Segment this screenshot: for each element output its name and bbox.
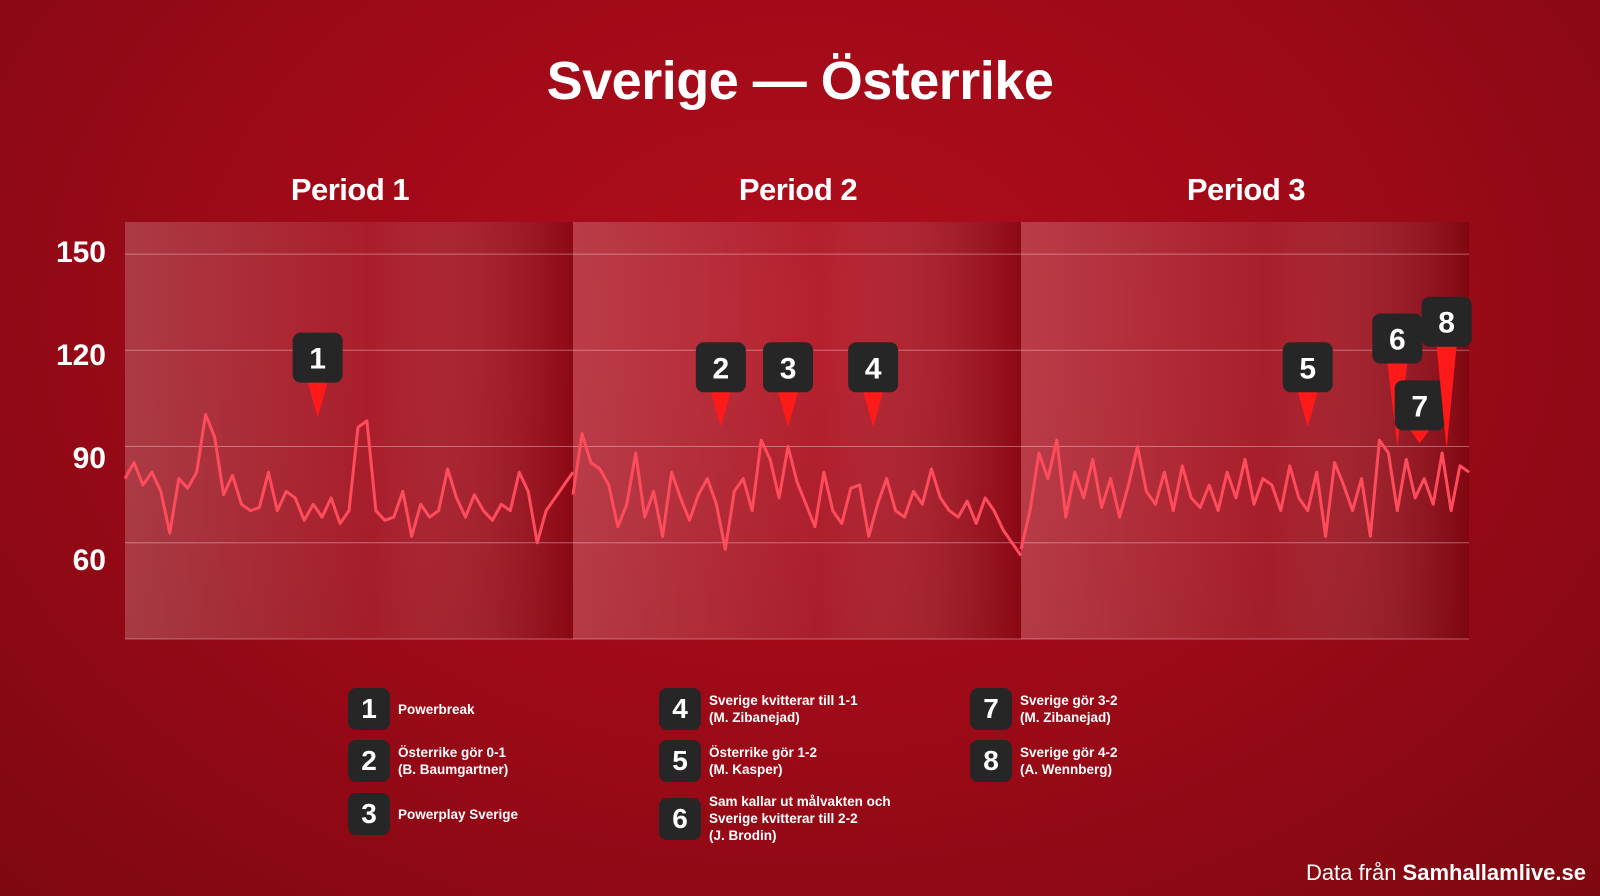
y-tick-label: 60 xyxy=(72,544,106,577)
legend: 1 Powerbreak 2 Österrike gör 0-1 (B. Bau… xyxy=(0,688,1600,858)
source-prefix: Data från xyxy=(1305,860,1403,885)
event-marker-1: 1 xyxy=(292,332,343,418)
marker-pointer xyxy=(778,391,799,428)
event-marker-7: 7 xyxy=(1394,380,1445,444)
legend-badge: 5 xyxy=(659,740,701,782)
marker-badge xyxy=(848,342,899,393)
marker-pointer xyxy=(1297,391,1318,428)
event-marker-5: 5 xyxy=(1282,342,1333,428)
event-marker-2: 2 xyxy=(695,342,746,428)
marker-pointer xyxy=(1409,429,1430,444)
y-tick-label: 150 xyxy=(55,236,106,269)
marker-badge xyxy=(1372,313,1423,364)
period-2-label: Period 2 xyxy=(738,172,858,207)
marker-label: 2 xyxy=(712,352,729,385)
legend-text: Sverige kvitterar till 1-1 (M. Zibanejad… xyxy=(709,693,858,725)
marker-badge xyxy=(1282,342,1333,393)
marker-pointer xyxy=(863,391,884,428)
marker-pointer xyxy=(710,391,731,428)
series-line-period-1 xyxy=(123,413,575,545)
marker-label: 8 xyxy=(1438,307,1455,340)
legend-item: 5 Österrike gör 1-2 (M. Kasper) xyxy=(659,740,817,782)
legend-text: Österrike gör 1-2 (M. Kasper) xyxy=(709,745,818,777)
legend-badge: 6 xyxy=(659,797,701,840)
legend-text: Sverige gör 4-2 (A. Wennberg) xyxy=(1020,745,1118,777)
series-line-period-3 xyxy=(1019,438,1470,550)
legend-badge: 2 xyxy=(348,740,390,782)
legend-text: Österrike gör 0-1 (B. Baumgartner) xyxy=(398,745,509,777)
period-panel-1 xyxy=(125,222,573,639)
marker-badge xyxy=(1394,380,1445,431)
marker-pointer xyxy=(307,381,328,418)
period-3-label: Period 3 xyxy=(1186,172,1306,207)
event-marker-3: 3 xyxy=(763,342,814,428)
legend-text: Powerplay Sverige xyxy=(398,806,519,822)
marker-badge xyxy=(292,332,343,383)
legend-badge: 8 xyxy=(970,740,1012,782)
legend-item: 3 Powerplay Sverige xyxy=(348,793,518,835)
legend-item: 8 Sverige gör 4-2 (A. Wennberg) xyxy=(970,740,1118,782)
legend-badge: 4 xyxy=(659,688,701,730)
marker-label: 1 xyxy=(309,343,326,376)
legend-item: 7 Sverige gör 3-2 (M. Zibanejad) xyxy=(970,688,1118,730)
period-panel-3 xyxy=(1021,222,1469,639)
legend-badge: 7 xyxy=(970,688,1012,730)
marker-badge xyxy=(763,342,814,393)
period-panel-2 xyxy=(573,222,1021,639)
legend-text: Sam kallar ut målvakten och Sverige kvit… xyxy=(709,794,891,843)
legend-item: 4 Sverige kvitterar till 1-1 (M. Zibanej… xyxy=(659,688,858,730)
series-line-period-2 xyxy=(571,432,1023,557)
marker-badge xyxy=(1421,296,1472,347)
event-marker-4: 4 xyxy=(848,342,899,428)
marker-label: 6 xyxy=(1389,324,1406,357)
marker-label: 3 xyxy=(780,352,797,385)
y-tick-label: 90 xyxy=(72,442,106,475)
period-1-label: Period 1 xyxy=(290,172,410,207)
legend-item: 6 Sam kallar ut målvakten och Sverige kv… xyxy=(659,793,891,844)
legend-badge: 3 xyxy=(348,793,390,835)
chart-title: Sverige — Österrike xyxy=(546,51,1054,111)
legend-text: Powerbreak xyxy=(398,701,475,717)
marker-label: 5 xyxy=(1299,352,1316,385)
marker-label: 4 xyxy=(865,352,882,385)
marker-label: 7 xyxy=(1411,390,1428,423)
legend-item: 1 Powerbreak xyxy=(348,688,475,730)
legend-item: 2 Österrike gör 0-1 (B. Baumgartner) xyxy=(348,740,508,782)
legend-text: Sverige gör 3-2 (M. Zibanejad) xyxy=(1020,693,1118,725)
data-source: Data från Samhallamlive.se xyxy=(1306,860,1586,886)
y-tick-label: 120 xyxy=(55,339,106,372)
marker-pointer xyxy=(1436,345,1457,450)
marker-badge xyxy=(695,342,746,393)
source-site: Samhallamlive.se xyxy=(1402,860,1586,885)
legend-badge: 1 xyxy=(348,688,390,730)
event-marker-8: 8 xyxy=(1421,296,1472,450)
